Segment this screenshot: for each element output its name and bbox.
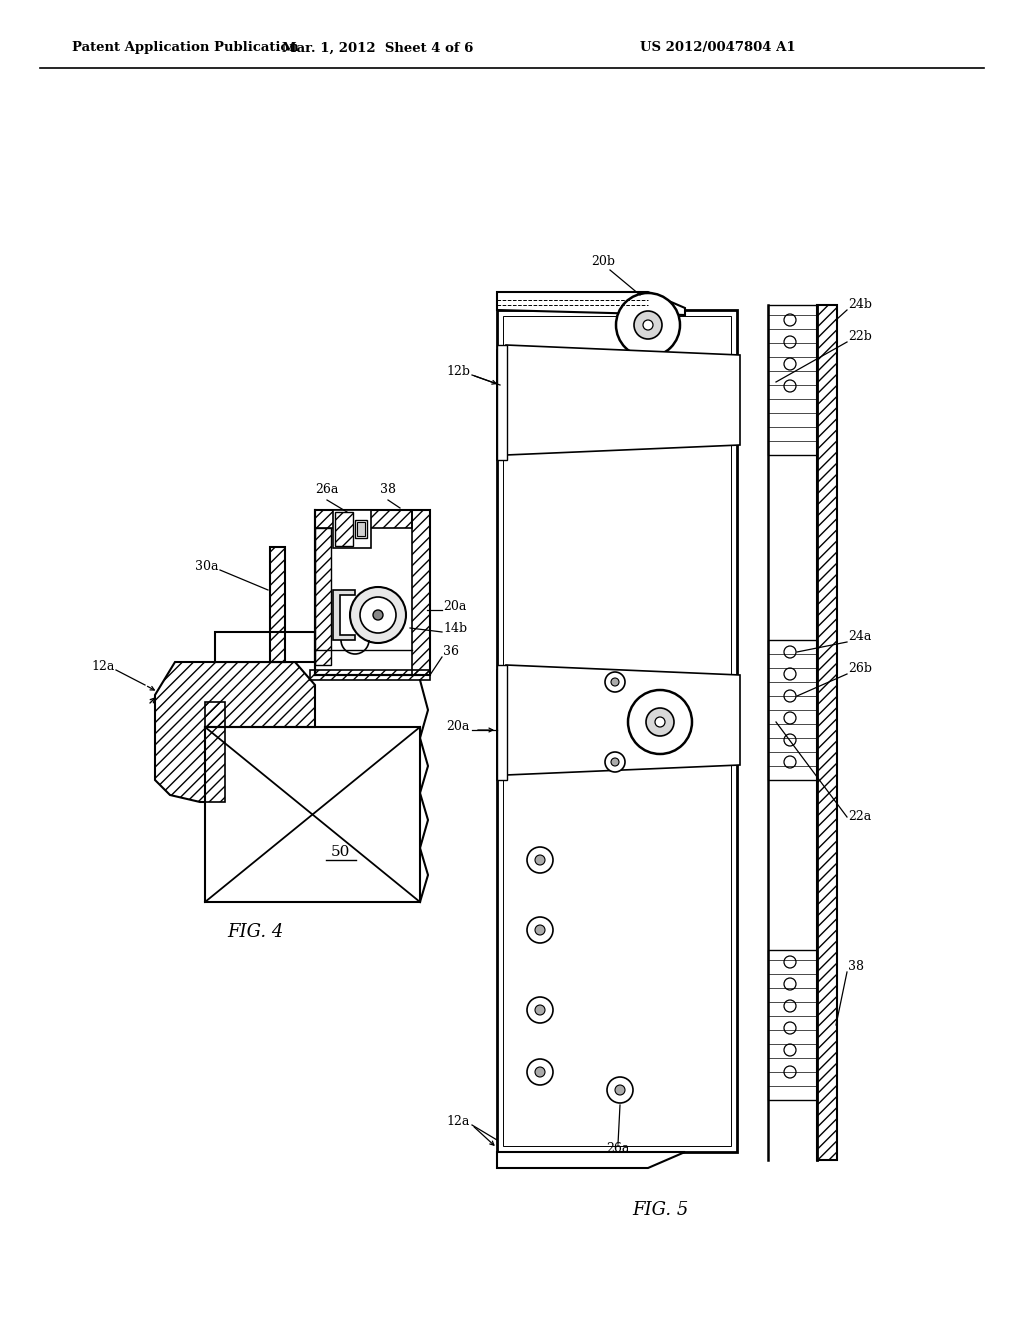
Circle shape [784, 756, 796, 768]
Text: Patent Application Publication: Patent Application Publication [72, 41, 299, 54]
Bar [333, 510, 371, 548]
Text: 50: 50 [331, 845, 349, 859]
Circle shape [784, 1022, 796, 1034]
Circle shape [527, 917, 553, 942]
Circle shape [784, 380, 796, 392]
Circle shape [611, 376, 618, 384]
Polygon shape [497, 1152, 685, 1168]
Bar [205, 727, 420, 902]
Text: 12a: 12a [91, 660, 115, 673]
Bar [315, 528, 331, 665]
Circle shape [611, 678, 618, 686]
Circle shape [784, 711, 796, 723]
Bar [817, 305, 837, 1160]
Circle shape [784, 1067, 796, 1078]
Bar [215, 632, 315, 663]
Bar [270, 546, 285, 663]
Circle shape [373, 610, 383, 620]
Circle shape [784, 1044, 796, 1056]
Circle shape [605, 672, 625, 692]
Circle shape [646, 708, 674, 737]
Circle shape [634, 312, 662, 339]
Circle shape [784, 956, 796, 968]
Circle shape [527, 847, 553, 873]
Circle shape [784, 337, 796, 348]
Circle shape [784, 734, 796, 746]
Circle shape [527, 997, 553, 1023]
Bar [315, 510, 412, 528]
Polygon shape [497, 345, 740, 459]
Polygon shape [497, 665, 740, 780]
Text: 38: 38 [380, 483, 396, 496]
Text: 22b: 22b [848, 330, 871, 343]
Text: 20a: 20a [446, 719, 470, 733]
Text: 12a: 12a [446, 1115, 470, 1129]
Bar [205, 702, 225, 803]
Text: US 2012/0047804 A1: US 2012/0047804 A1 [640, 41, 796, 54]
Circle shape [615, 1085, 625, 1096]
Circle shape [360, 597, 396, 634]
Circle shape [616, 293, 680, 356]
Text: 20a: 20a [443, 601, 466, 612]
Circle shape [655, 717, 665, 727]
Text: 26b: 26b [848, 663, 872, 675]
Bar [355, 520, 367, 539]
Text: 30a: 30a [195, 560, 218, 573]
Bar [357, 521, 365, 536]
Bar [310, 671, 430, 680]
Circle shape [605, 370, 625, 389]
Circle shape [527, 1059, 553, 1085]
Circle shape [628, 690, 692, 754]
Circle shape [535, 1067, 545, 1077]
Text: Mar. 1, 2012  Sheet 4 of 6: Mar. 1, 2012 Sheet 4 of 6 [283, 41, 474, 54]
Text: 20b: 20b [591, 255, 615, 268]
Text: 26a: 26a [606, 1142, 630, 1155]
Bar [768, 950, 817, 1100]
Circle shape [643, 319, 653, 330]
Circle shape [784, 978, 796, 990]
Bar [315, 510, 430, 675]
Text: FIG. 5: FIG. 5 [632, 1201, 688, 1218]
Bar [335, 512, 353, 546]
Text: 36: 36 [443, 645, 459, 657]
Text: 26a: 26a [315, 483, 339, 496]
Bar [497, 310, 737, 1152]
Text: 14b: 14b [443, 622, 467, 635]
Circle shape [535, 855, 545, 865]
Circle shape [535, 925, 545, 935]
Text: 12b: 12b [446, 366, 470, 378]
Bar [503, 315, 731, 1146]
Bar [497, 345, 507, 459]
Polygon shape [333, 590, 355, 640]
Bar [412, 510, 430, 675]
Polygon shape [497, 292, 685, 315]
Text: FIG. 4: FIG. 4 [226, 923, 284, 941]
Text: 38: 38 [848, 960, 864, 973]
Circle shape [611, 416, 618, 424]
Text: 24a: 24a [848, 630, 871, 643]
Text: 22a: 22a [848, 810, 871, 822]
Circle shape [784, 645, 796, 657]
Text: 24b: 24b [848, 298, 872, 312]
Circle shape [784, 690, 796, 702]
Circle shape [607, 1077, 633, 1104]
Circle shape [784, 358, 796, 370]
Bar [497, 665, 507, 780]
Bar [768, 640, 817, 780]
Circle shape [611, 758, 618, 766]
Circle shape [784, 668, 796, 680]
Circle shape [535, 1005, 545, 1015]
Circle shape [784, 314, 796, 326]
Bar [768, 305, 817, 455]
Circle shape [350, 587, 406, 643]
Circle shape [784, 1001, 796, 1012]
Circle shape [605, 411, 625, 430]
Circle shape [605, 752, 625, 772]
